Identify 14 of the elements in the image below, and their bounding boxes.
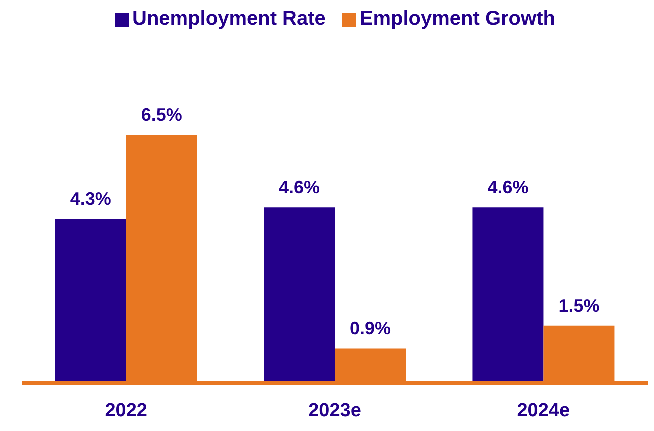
x-tick-label: 2023e <box>308 400 362 422</box>
data-label: 4.6% <box>488 178 529 198</box>
data-label: 1.5% <box>558 296 600 316</box>
legend-label: Unemployment Rate <box>132 8 326 31</box>
bar <box>55 219 126 383</box>
data-label: 6.5% <box>141 105 182 126</box>
x-tick-label: 2022 <box>105 400 148 422</box>
bar <box>472 208 544 383</box>
bar <box>264 208 336 383</box>
data-label: 4.3% <box>70 189 112 210</box>
legend-label: Employment Growth <box>360 8 556 31</box>
x-tick-label: 2024e <box>517 400 570 422</box>
data-label: 0.9% <box>350 318 392 339</box>
data-label: 4.6% <box>279 178 320 198</box>
